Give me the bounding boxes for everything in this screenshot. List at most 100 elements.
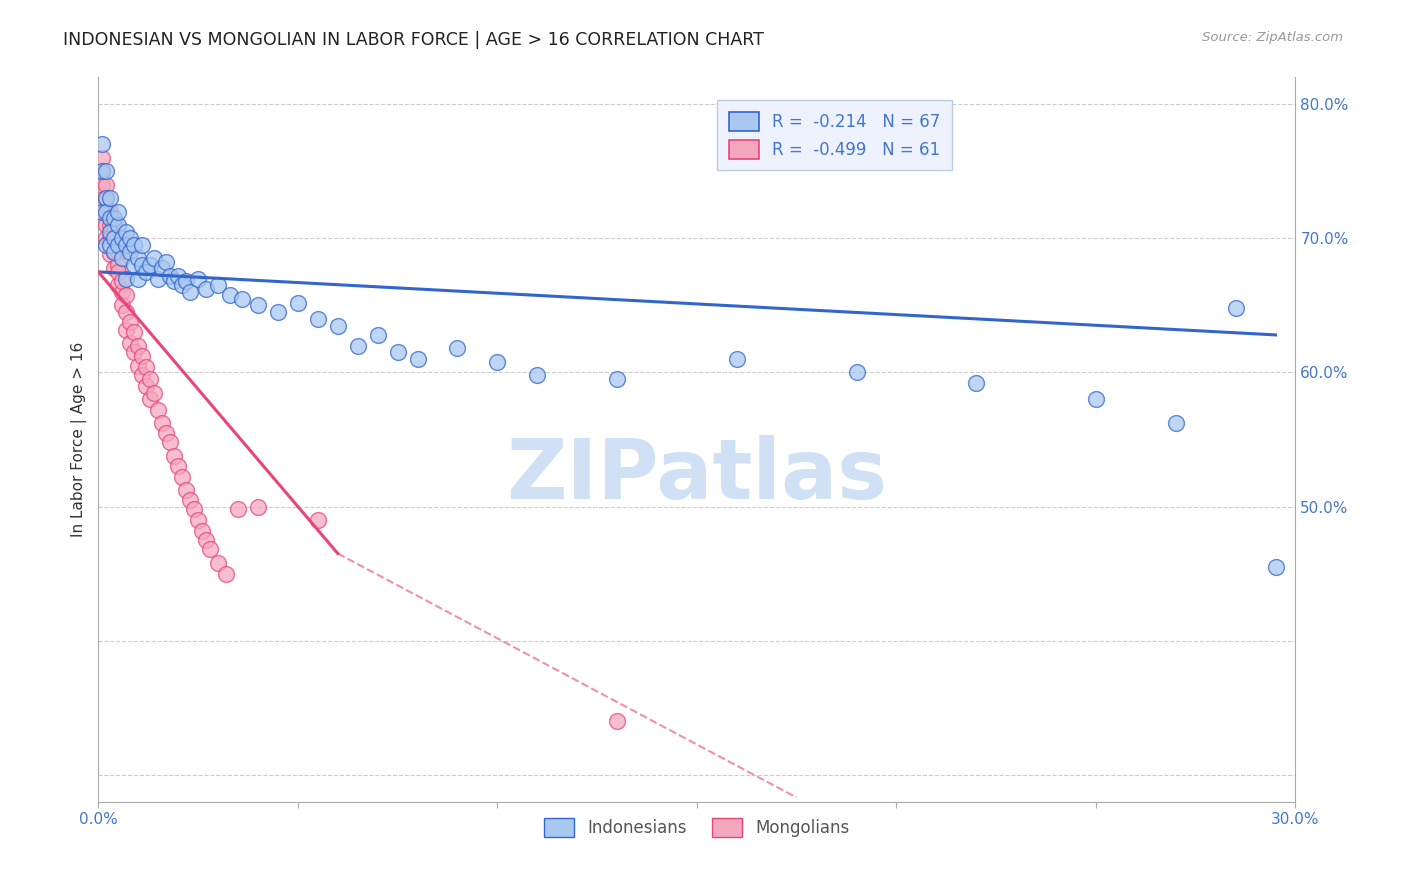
Point <box>159 268 181 283</box>
Point <box>172 470 194 484</box>
Point <box>127 252 149 266</box>
Point <box>91 164 114 178</box>
Point <box>120 231 142 245</box>
Point <box>107 244 129 259</box>
Point <box>150 417 173 431</box>
Point <box>98 218 121 232</box>
Point <box>1164 417 1187 431</box>
Point <box>198 542 221 557</box>
Point <box>96 218 118 232</box>
Point <box>91 137 114 152</box>
Point <box>103 218 125 232</box>
Point <box>98 231 121 245</box>
Point <box>725 352 748 367</box>
Point <box>179 285 201 299</box>
Point <box>115 322 138 336</box>
Point <box>246 500 269 514</box>
Point <box>91 204 114 219</box>
Point <box>195 533 218 547</box>
Point <box>120 244 142 259</box>
Point <box>486 355 509 369</box>
Point <box>103 244 125 259</box>
Point <box>96 164 118 178</box>
Point <box>406 352 429 367</box>
Point <box>103 231 125 245</box>
Point <box>155 255 177 269</box>
Point <box>122 325 145 339</box>
Point <box>127 271 149 285</box>
Point <box>226 502 249 516</box>
Point <box>606 714 628 728</box>
Text: INDONESIAN VS MONGOLIAN IN LABOR FORCE | AGE > 16 CORRELATION CHART: INDONESIAN VS MONGOLIAN IN LABOR FORCE |… <box>63 31 763 49</box>
Point <box>122 258 145 272</box>
Point <box>167 459 190 474</box>
Point <box>96 238 118 252</box>
Point <box>135 360 157 375</box>
Point <box>96 204 118 219</box>
Point <box>163 449 186 463</box>
Point <box>103 260 125 275</box>
Point <box>346 338 368 352</box>
Point <box>1084 392 1107 407</box>
Text: Source: ZipAtlas.com: Source: ZipAtlas.com <box>1202 31 1343 45</box>
Point <box>219 287 242 301</box>
Point <box>207 278 229 293</box>
Point <box>98 204 121 219</box>
Point <box>107 278 129 293</box>
Point <box>187 513 209 527</box>
Point <box>131 350 153 364</box>
Point <box>107 204 129 219</box>
Point <box>107 265 129 279</box>
Y-axis label: In Labor Force | Age > 16: In Labor Force | Age > 16 <box>72 342 87 537</box>
Point <box>174 483 197 498</box>
Point <box>965 376 987 391</box>
Point <box>139 258 162 272</box>
Point <box>96 231 118 245</box>
Point <box>139 372 162 386</box>
Point <box>98 191 121 205</box>
Point <box>131 368 153 383</box>
Point <box>120 335 142 350</box>
Point <box>111 231 134 245</box>
Point <box>115 305 138 319</box>
Point <box>122 345 145 359</box>
Point <box>163 274 186 288</box>
Point <box>367 327 389 342</box>
Point <box>131 238 153 252</box>
Point <box>122 238 145 252</box>
Point <box>96 204 118 219</box>
Point <box>179 492 201 507</box>
Point <box>107 258 129 272</box>
Point <box>91 164 114 178</box>
Point <box>111 274 134 288</box>
Point <box>111 285 134 299</box>
Point <box>174 274 197 288</box>
Point <box>91 151 114 165</box>
Point <box>267 305 290 319</box>
Point <box>98 225 121 239</box>
Point <box>96 191 118 205</box>
Point <box>287 295 309 310</box>
Point <box>91 178 114 192</box>
Point <box>143 252 166 266</box>
Point <box>96 191 118 205</box>
Point <box>195 282 218 296</box>
Point <box>107 238 129 252</box>
Point <box>135 265 157 279</box>
Text: ZIPatlas: ZIPatlas <box>506 435 887 516</box>
Point <box>446 341 468 355</box>
Point <box>526 368 548 383</box>
Point <box>307 513 329 527</box>
Point <box>135 379 157 393</box>
Point <box>1225 301 1247 315</box>
Point <box>207 556 229 570</box>
Point <box>159 435 181 450</box>
Point <box>98 211 121 226</box>
Point <box>103 211 125 226</box>
Point <box>103 231 125 245</box>
Point <box>183 502 205 516</box>
Point <box>191 524 214 538</box>
Point <box>98 238 121 252</box>
Point <box>307 311 329 326</box>
Point <box>326 318 349 333</box>
